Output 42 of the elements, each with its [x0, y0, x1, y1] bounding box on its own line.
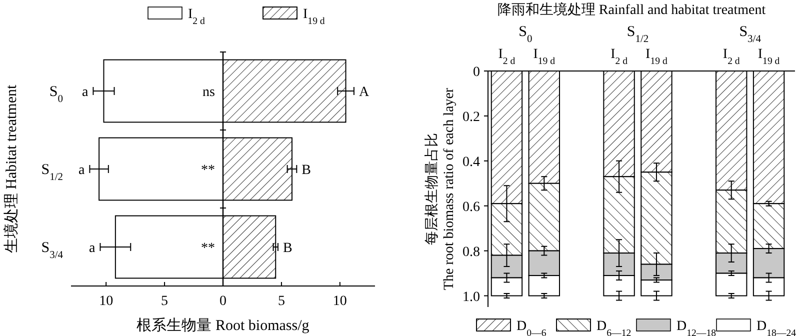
x-tick-label: I$_{2 d}$: [498, 47, 516, 66]
x-tick-label: I$_{19 d}$: [758, 47, 780, 66]
data-label: B: [302, 163, 312, 178]
annotation: ns: [202, 85, 215, 100]
text: S$_{3/4}$: [739, 24, 762, 44]
chart-title: 降雨和生境处理 Rainfall and habitat treatment: [497, 2, 766, 18]
data-label: B: [282, 241, 292, 256]
x-tick-label: 5: [278, 294, 285, 309]
x-tick-label: 10: [99, 294, 114, 309]
legend-label: I$_{2 d}$: [188, 7, 206, 26]
data-label: a: [78, 163, 86, 178]
annotation: **: [201, 163, 215, 178]
y-tick-label: 0: [473, 65, 480, 80]
y-tick-label: S$_{1/2}$: [41, 162, 63, 182]
x-tick-label: I$_{2 d}$: [722, 47, 740, 66]
data-label: a: [82, 85, 89, 100]
y-tick-label: 0.4: [462, 154, 480, 170]
annotation: **: [201, 241, 215, 256]
legend-label: D$_{0—6}$: [516, 319, 546, 336]
legend-label: D$_{18—24}$: [756, 319, 796, 336]
x-tick-label: 10: [332, 294, 347, 309]
legend-label: D$_{6—12}$: [596, 319, 632, 336]
y-axis-title: 每层根生物量占比 The root biomass ratio of each layer: [424, 88, 457, 290]
data-label: A: [358, 85, 370, 100]
x-tick-label: I$_{19 d}$: [533, 47, 556, 66]
legend-label: D$_{12—18}$: [676, 319, 716, 336]
x-tick-label: 0: [220, 294, 226, 309]
x-axis-title: 根系生物量 Root biomass/g: [136, 317, 310, 334]
y-tick-label: 0.8: [462, 244, 480, 260]
data-label: a: [89, 241, 96, 256]
x-tick-label: I$_{19 d}$: [646, 47, 668, 66]
y-tick-label: S$_{3/4}$: [41, 240, 64, 260]
legend-label: I$_{19 d}$: [303, 7, 325, 26]
text: S$_{1/2}$: [626, 24, 649, 44]
x-tick-label: 5: [161, 294, 168, 309]
y-tick-label: 0.6: [462, 200, 480, 215]
y-tick-label: S$_{0}$: [49, 84, 63, 104]
text: S$_{0}$: [518, 24, 532, 44]
y-tick-label: 0.2: [462, 110, 480, 125]
x-tick-label: I$_{2 d}$: [610, 47, 628, 66]
y-axis-title: 生境处理 Habitat treatment: [3, 84, 20, 254]
y-tick-label: 1.0: [462, 290, 480, 305]
